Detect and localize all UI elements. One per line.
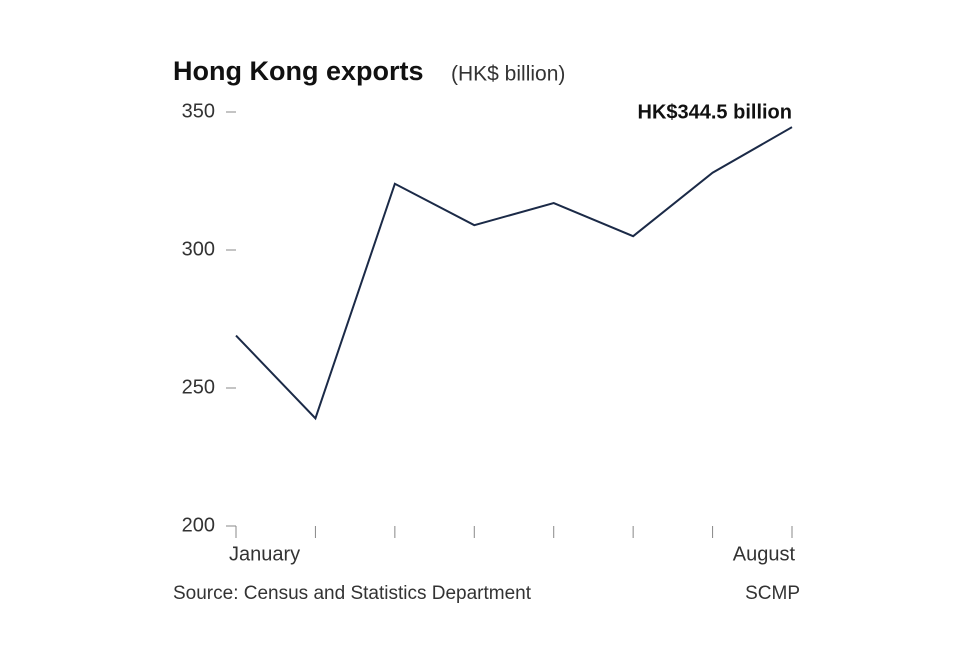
chart-title: Hong Kong exports xyxy=(173,56,424,86)
annotation: HK$344.5 billion xyxy=(638,101,793,123)
x-tick-label: January xyxy=(229,543,300,565)
y-tick-label: 300 xyxy=(182,238,215,260)
x-tick-label: August xyxy=(733,543,796,565)
line xyxy=(235,126,793,421)
y-tick-label: 350 xyxy=(182,100,215,122)
credit: SCMP xyxy=(745,583,800,604)
source: Source: Census and Statistics Department xyxy=(173,583,532,604)
y-tick-label: 200 xyxy=(182,514,215,536)
chart-subtitle: (HK$ billion) xyxy=(451,63,565,86)
y-tick-label: 250 xyxy=(182,376,215,398)
